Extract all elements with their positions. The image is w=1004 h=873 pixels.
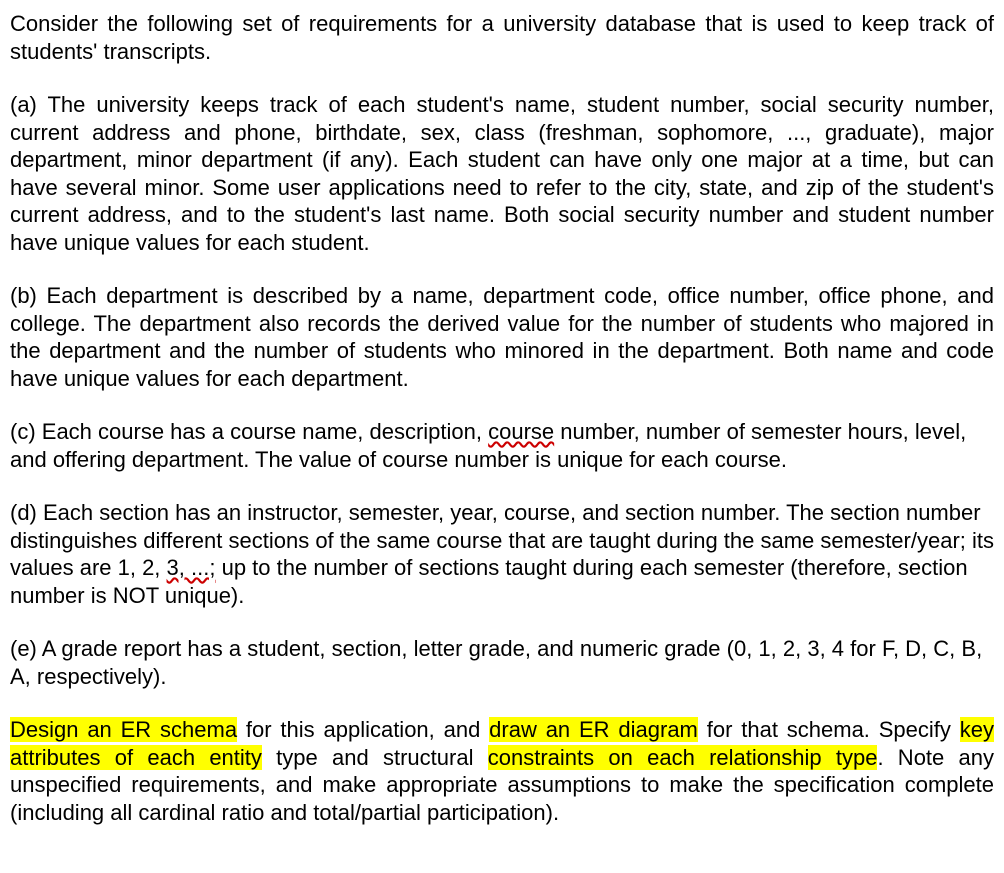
task-highlight-1: Design an ER schema xyxy=(10,717,237,742)
intro-paragraph: Consider the following set of requiremen… xyxy=(10,10,994,65)
requirement-d: (d) Each section has an instructor, seme… xyxy=(10,499,994,609)
requirement-e: (e) A grade report has a student, sectio… xyxy=(10,635,994,690)
task-paragraph: Design an ER schema for this application… xyxy=(10,716,994,826)
requirement-c: (c) Each course has a course name, descr… xyxy=(10,418,994,473)
requirement-a: (a) The university keeps track of each s… xyxy=(10,91,994,256)
req-d-underlined-word: 3, ...; xyxy=(167,555,216,580)
task-highlight-4: constraints on each relationship type xyxy=(488,745,878,770)
task-text-1: for this application, and xyxy=(237,717,489,742)
requirement-b: (b) Each department is described by a na… xyxy=(10,282,994,392)
req-c-text-before: (c) Each course has a course name, descr… xyxy=(10,419,488,444)
task-text-2: for that schema. Specify xyxy=(698,717,960,742)
task-text-3: type and structural xyxy=(262,745,488,770)
req-c-underlined-word: course xyxy=(488,419,554,444)
task-highlight-2: draw an ER diagram xyxy=(489,717,698,742)
